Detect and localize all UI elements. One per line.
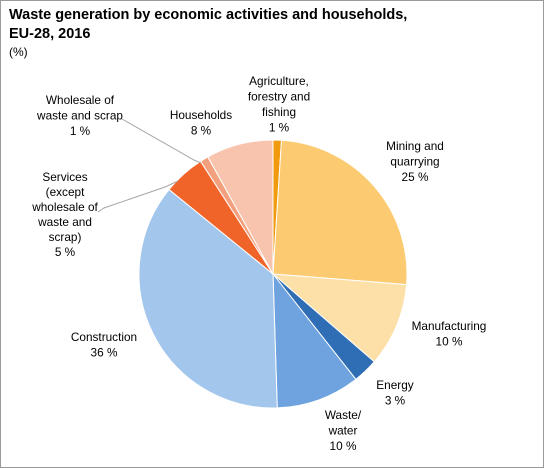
chart-title: Waste generation by economic activities … xyxy=(9,7,408,42)
data-label-line: Energy xyxy=(376,378,413,392)
data-label-line: Wholesale of xyxy=(46,93,115,107)
leader-line-wholesale-of-waste-and-scrap xyxy=(121,118,202,164)
pie-slice-manufacturing xyxy=(271,273,408,363)
data-label-line: Mining and xyxy=(386,139,444,153)
data-label-energy: Energy 3 % xyxy=(376,378,413,408)
data-label-line: scrap) xyxy=(49,230,82,244)
data-label-line: (except xyxy=(46,185,85,199)
data-label-line: 8 % xyxy=(191,124,212,138)
data-label-line: waste and xyxy=(37,215,92,229)
pie-slice-mining-and-quarrying xyxy=(272,139,408,286)
data-label-line: Manufacturing xyxy=(412,319,487,333)
data-label-line: 1 % xyxy=(269,121,290,135)
leader-line-services xyxy=(97,180,179,213)
data-label-line: 10 % xyxy=(436,335,463,349)
data-label-line: 5 % xyxy=(55,245,76,259)
data-label-line: Agriculture, xyxy=(249,74,309,88)
data-label-line: 3 % xyxy=(385,394,406,408)
data-label-line: quarrying xyxy=(390,155,439,169)
data-label-line: 25 % xyxy=(402,170,429,184)
data-label-construction: Construction 36 % xyxy=(71,330,137,360)
data-label-line: wholesale of xyxy=(31,200,98,214)
data-label-line: Waste/ xyxy=(325,408,362,422)
pie-slice-households xyxy=(207,139,274,276)
data-label-line: fishing xyxy=(262,105,296,119)
pie-slice-construction xyxy=(138,188,278,409)
data-label-line: 1 % xyxy=(70,124,91,138)
pie-slice-waste-water xyxy=(272,272,357,409)
data-label-line: water xyxy=(328,424,358,438)
data-label-manufacturing: Manufacturing 10 % xyxy=(412,319,487,349)
data-label-households: Households 8 % xyxy=(170,108,232,138)
data-label-line: Households xyxy=(170,108,232,122)
data-label-line: Services xyxy=(42,170,87,184)
data-label-line: Construction xyxy=(71,330,137,344)
data-label-line: forestry and xyxy=(248,90,310,104)
chart-unit: (%) xyxy=(9,45,28,59)
data-label-line: 36 % xyxy=(91,346,118,360)
data-label-line: 10 % xyxy=(330,439,357,453)
data-label-line: waste and scrap xyxy=(36,109,123,123)
